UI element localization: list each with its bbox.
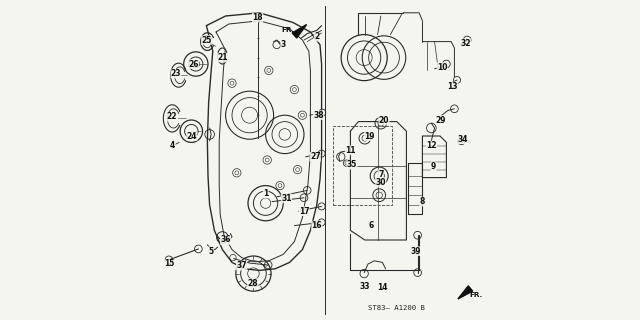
Text: 26: 26 [188,60,199,68]
Text: 15: 15 [164,260,175,268]
Text: 32: 32 [460,39,471,48]
Text: 2: 2 [314,32,319,41]
Text: 34: 34 [457,135,468,144]
Text: 20: 20 [379,116,389,124]
Text: FR.: FR. [470,292,483,298]
Text: 35: 35 [347,160,357,169]
Text: FR.: FR. [282,27,295,33]
Text: 31: 31 [281,194,292,203]
Text: 19: 19 [364,132,375,140]
Text: 21: 21 [217,53,228,62]
Text: 37: 37 [236,261,247,270]
Polygon shape [458,286,473,299]
Text: 18: 18 [252,13,263,22]
Text: 22: 22 [166,112,177,121]
Text: 11: 11 [345,146,356,155]
Text: 25: 25 [201,36,212,44]
Text: 9: 9 [431,162,436,171]
Text: 39: 39 [411,247,421,256]
Text: 33: 33 [360,282,370,291]
Text: 4: 4 [170,141,175,150]
Text: ST83– A1200 B: ST83– A1200 B [368,305,424,311]
Text: 29: 29 [436,116,446,124]
Text: 36: 36 [220,236,231,244]
Text: 17: 17 [299,207,309,216]
Text: 30: 30 [376,178,386,187]
Text: 10: 10 [437,63,447,72]
Text: 8: 8 [420,197,425,206]
Text: 7: 7 [378,170,383,179]
Text: 23: 23 [171,69,181,78]
Text: 28: 28 [248,279,258,288]
Polygon shape [292,25,307,38]
Text: 24: 24 [187,132,197,140]
Text: 3: 3 [280,40,286,49]
Text: 16: 16 [312,221,322,230]
Text: 38: 38 [313,111,324,120]
Text: 5: 5 [209,247,214,256]
Text: 1: 1 [263,189,268,198]
Text: 14: 14 [377,284,388,292]
Text: 12: 12 [426,141,436,150]
Text: 13: 13 [447,82,458,91]
Text: 6: 6 [369,221,374,230]
Text: 27: 27 [310,152,321,161]
